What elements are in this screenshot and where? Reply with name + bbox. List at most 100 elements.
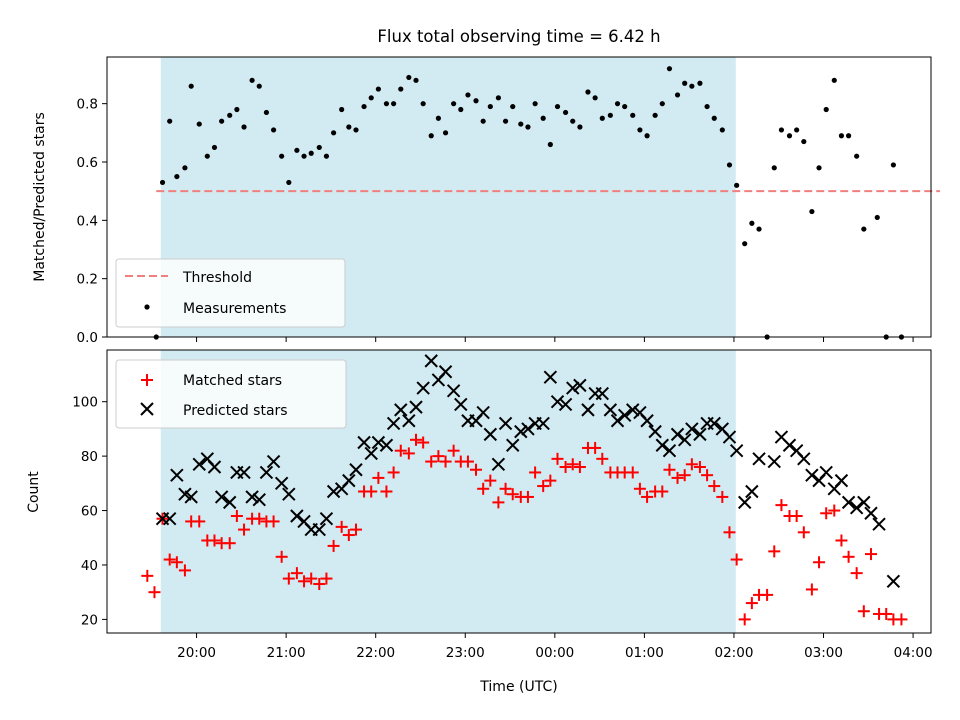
measurement-point: [182, 165, 188, 171]
predicted-star-point: [737, 495, 752, 510]
predicted-star-point: [476, 405, 490, 420]
measurement-point: [874, 214, 880, 221]
matched-star-point: [425, 455, 438, 468]
bottom-y-ticks: 20 40 60 80 100: [72, 395, 107, 628]
measurement-point: [585, 89, 591, 95]
predicted-star-point: [454, 397, 468, 412]
predicted-star-point: [819, 465, 833, 480]
measurement-point: [316, 144, 322, 151]
measurement-point: [188, 83, 194, 89]
predicted-star-point: [670, 427, 685, 442]
predicted-star-point: [245, 490, 259, 504]
predicted-star-point: [849, 501, 864, 515]
measurement-point: [674, 92, 681, 98]
bottom-y-axis-label: Count: [26, 471, 42, 513]
measurement-point: [518, 121, 524, 127]
matched-star-point: [492, 496, 505, 509]
measurement-point: [256, 83, 262, 89]
measurement-point: [361, 103, 367, 110]
predicted-star-point: [424, 354, 438, 368]
matched-star-point: [342, 529, 355, 542]
predicted-star-point: [274, 476, 289, 491]
matched-star-point: [461, 455, 474, 468]
measurement-point: [682, 80, 688, 86]
matched-star-point: [835, 534, 848, 547]
legend-matched-swatch: [141, 374, 153, 386]
measurement-point: [637, 127, 643, 133]
measurement-point: [211, 144, 218, 151]
measurement-point: [630, 112, 636, 118]
predicted-star-point: [617, 408, 632, 423]
predicted-star-point: [379, 438, 394, 452]
measurement-point: [644, 133, 650, 139]
measurement-point: [442, 130, 449, 136]
measurement-point: [666, 66, 673, 72]
predicted-star-point: [648, 424, 662, 439]
measurement-point: [786, 133, 793, 139]
measurement-point: [809, 208, 815, 215]
matched-star-point: [349, 523, 362, 536]
measurement-point: [861, 226, 867, 232]
measurement-point: [510, 103, 516, 110]
measurement-point: [652, 112, 658, 118]
measurement-point: [487, 103, 493, 110]
measurement-point: [286, 179, 292, 186]
measurement-point: [756, 226, 762, 232]
x-axis-label: Time (UTC): [479, 679, 557, 695]
predicted-star-point: [409, 400, 423, 414]
measurement-point: [890, 162, 896, 168]
x-tick-label: 22:00: [356, 645, 395, 661]
matched-star-point: [484, 474, 497, 487]
matched-star-point: [656, 485, 669, 498]
measurement-point: [726, 162, 733, 168]
measurement-point: [270, 127, 277, 133]
predicted-star-point: [558, 397, 573, 412]
matched-star-point: [663, 463, 676, 476]
measurement-point: [196, 121, 202, 127]
matched-star-point: [320, 572, 333, 585]
x-tick-label: 02:00: [715, 645, 754, 661]
measurement-point: [204, 153, 210, 159]
measurement-point: [353, 127, 359, 133]
predicted-star-point: [222, 495, 237, 510]
matched-star-point: [723, 526, 736, 539]
predicted-star-point: [521, 422, 535, 436]
predicted-star-point: [767, 454, 781, 469]
measurement-point: [241, 124, 247, 130]
measurement-point: [301, 153, 307, 159]
predicted-star-point: [207, 460, 222, 474]
matched-star-point: [372, 471, 385, 484]
measurement-point: [846, 133, 852, 139]
top-y-tick-label: 0.6: [77, 155, 98, 171]
matched-star-point: [544, 474, 557, 487]
measurement-point: [458, 106, 464, 113]
matched-star-point: [775, 499, 788, 512]
predicted-star-point: [834, 473, 849, 488]
predicted-star-point: [416, 381, 430, 395]
predicted-star-point: [841, 495, 856, 510]
matched-star-point: [521, 490, 534, 503]
legend-threshold-label: Threshold: [182, 270, 252, 286]
x-tick-label: 21:00: [267, 645, 306, 661]
predicted-star-point: [603, 403, 618, 417]
measurement-points: [153, 66, 905, 340]
measurement-point: [495, 95, 501, 101]
bottom-y-tick-label: 20: [81, 612, 98, 628]
predicted-star-point: [349, 463, 363, 477]
predicted-star-point: [677, 433, 692, 447]
measurement-point: [801, 138, 807, 145]
measurement-point: [339, 106, 345, 113]
measurement-point: [451, 101, 457, 107]
predicted-star-point: [752, 452, 766, 466]
matched-star-point: [267, 515, 280, 528]
predicted-star-point: [782, 438, 797, 452]
predicted-star-point: [252, 492, 266, 507]
measurement-point: [465, 92, 471, 98]
matched-star-point: [716, 490, 729, 503]
measurement-point: [435, 115, 441, 121]
legend-measurements-swatch: [144, 304, 150, 310]
matched-star-point: [238, 523, 251, 536]
matched-star-point: [551, 452, 564, 465]
legend-measurements-label: Measurements: [183, 301, 286, 317]
